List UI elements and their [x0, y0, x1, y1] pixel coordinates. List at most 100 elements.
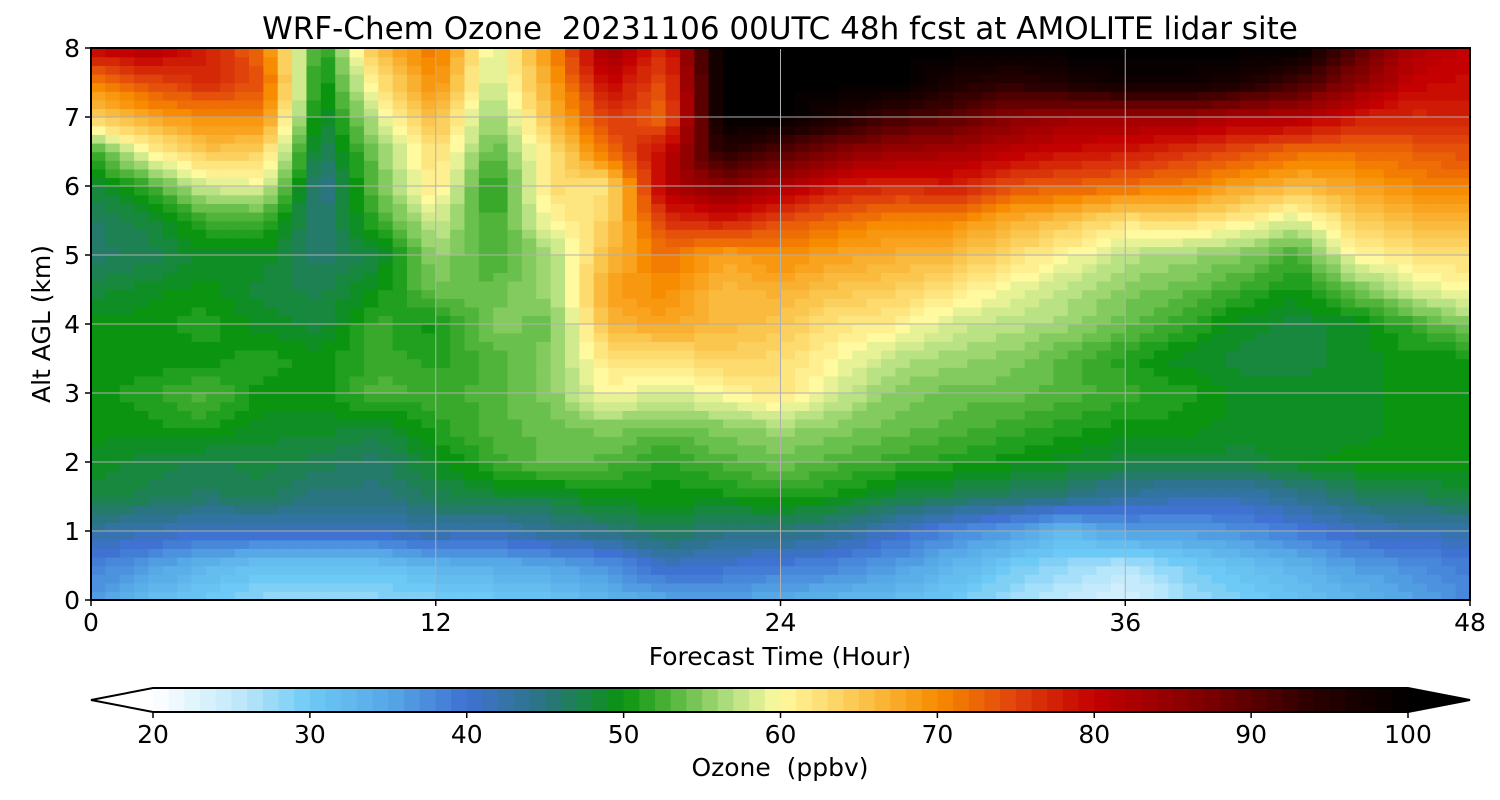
- heatmap-cell: [723, 229, 739, 239]
- heatmap-cell: [249, 548, 265, 558]
- heatmap-cell: [1153, 211, 1170, 222]
- heatmap-cell: [335, 324, 351, 334]
- heatmap-cell: [665, 237, 681, 248]
- heatmap-cell: [1024, 522, 1040, 532]
- heatmap-cell: [1096, 496, 1112, 506]
- heatmap-cell: [924, 341, 940, 351]
- heatmap-cell: [1225, 160, 1241, 170]
- heatmap-cell: [593, 272, 609, 282]
- heatmap-cell: [895, 298, 911, 308]
- heatmap-cell: [435, 151, 451, 161]
- heatmap-cell: [1240, 418, 1256, 429]
- heatmap-cell: [363, 375, 379, 386]
- heatmap-cell: [1240, 349, 1256, 360]
- heatmap-cell: [148, 522, 164, 532]
- heatmap-cell: [809, 436, 825, 446]
- heatmap-cell: [809, 418, 825, 429]
- heatmap-cell: [162, 367, 178, 377]
- heatmap-cell: [292, 341, 308, 351]
- heatmap-cell: [119, 531, 135, 541]
- heatmap-cell: [1168, 505, 1184, 515]
- heatmap-cell: [249, 367, 265, 377]
- heatmap-cell: [1398, 427, 1414, 437]
- heatmap-cell: [852, 565, 868, 575]
- heatmap-cell: [1225, 177, 1241, 187]
- heatmap-cell: [335, 556, 351, 567]
- heatmap-cell: [1254, 229, 1270, 239]
- heatmap-cell: [766, 220, 782, 230]
- heatmap-cell: [249, 453, 265, 463]
- heatmap-cell: [679, 418, 696, 429]
- heatmap-cell: [220, 237, 236, 248]
- heatmap-cell: [191, 470, 207, 480]
- heatmap-cell: [1053, 160, 1069, 170]
- heatmap-cell: [320, 194, 336, 204]
- heatmap-cell: [809, 556, 825, 567]
- heatmap-cell: [1225, 539, 1241, 549]
- heatmap-cell: [1153, 220, 1170, 230]
- heatmap-cell: [780, 246, 796, 256]
- heatmap-cell: [938, 246, 954, 256]
- heatmap-cell: [478, 375, 494, 386]
- heatmap-cell: [622, 384, 638, 394]
- heatmap-cell: [1010, 410, 1026, 420]
- heatmap-cell: [1268, 358, 1284, 368]
- heatmap-cell: [1340, 367, 1356, 377]
- heatmap-cell: [550, 556, 566, 567]
- heatmap-cell: [277, 177, 293, 187]
- heatmap-cell: [593, 255, 609, 265]
- heatmap-cell: [1254, 246, 1270, 256]
- heatmap-cell: [651, 168, 667, 179]
- heatmap-cell: [1197, 280, 1213, 291]
- heatmap-cell: [177, 410, 193, 420]
- heatmap-cell: [1283, 393, 1299, 403]
- heatmap-cell: [1225, 186, 1241, 196]
- heatmap-cell: [1340, 556, 1356, 567]
- heatmap-cell: [766, 203, 782, 213]
- heatmap-cell: [1182, 582, 1198, 593]
- heatmap-cell: [1039, 246, 1055, 256]
- heatmap-cell: [579, 531, 595, 541]
- heatmap-cell: [1139, 289, 1155, 299]
- heatmap-cell: [119, 306, 135, 317]
- heatmap-cell: [407, 401, 423, 411]
- heatmap-cell: [1153, 548, 1170, 558]
- heatmap-cell: [1197, 401, 1213, 411]
- heatmap-cell: [378, 418, 394, 429]
- heatmap-cell: [1182, 332, 1198, 342]
- heatmap-cell: [694, 513, 710, 524]
- heatmap-cell: [1455, 470, 1470, 480]
- heatmap-cell: [1010, 332, 1026, 342]
- heatmap-cell: [263, 556, 279, 567]
- heatmap-cell: [852, 410, 868, 420]
- heatmap-cell: [421, 203, 437, 213]
- heatmap-cell: [349, 375, 365, 386]
- heatmap-cell: [608, 151, 624, 161]
- heatmap-cell: [981, 487, 997, 498]
- heatmap-cell: [1455, 332, 1470, 342]
- heatmap-cell: [952, 591, 968, 600]
- heatmap-cell: [478, 539, 494, 549]
- heatmap-cell: [407, 194, 423, 204]
- heatmap-cell: [148, 418, 164, 429]
- heatmap-cell: [1139, 324, 1155, 334]
- heatmap-cell: [938, 496, 954, 506]
- heatmap-cell: [766, 462, 782, 472]
- heatmap-cell: [1010, 246, 1026, 256]
- heatmap-cell: [435, 539, 451, 549]
- heatmap-cell: [751, 177, 767, 187]
- heatmap-cell: [450, 556, 466, 567]
- heatmap-cell: [421, 384, 437, 394]
- heatmap-cell: [909, 324, 925, 334]
- heatmap-cell: [191, 168, 207, 179]
- heatmap-cell: [1225, 349, 1241, 360]
- heatmap-cell: [1340, 582, 1356, 593]
- heatmap-cell: [766, 531, 782, 541]
- heatmap-cell: [421, 436, 437, 446]
- heatmap-cell: [952, 160, 968, 170]
- heatmap-cell: [1240, 556, 1256, 567]
- heatmap-cell: [751, 324, 767, 334]
- heatmap-cell: [363, 427, 379, 437]
- heatmap-cell: [751, 487, 767, 498]
- heatmap-cell: [1441, 505, 1457, 515]
